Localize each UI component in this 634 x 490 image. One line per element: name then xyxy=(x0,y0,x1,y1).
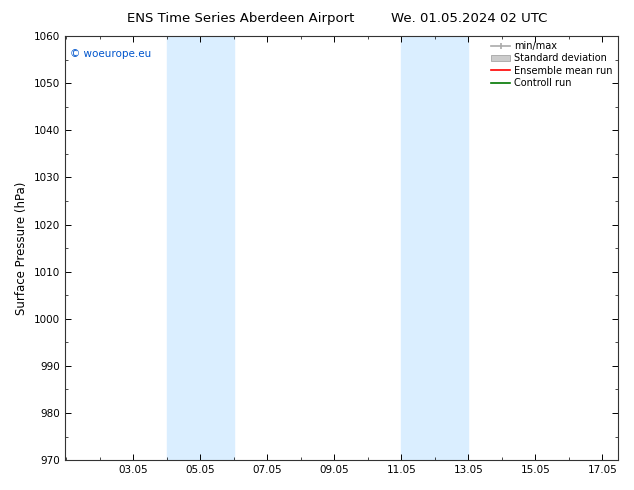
Text: © woeurope.eu: © woeurope.eu xyxy=(70,49,152,59)
Text: We. 01.05.2024 02 UTC: We. 01.05.2024 02 UTC xyxy=(391,12,547,25)
Bar xyxy=(401,36,469,460)
Legend: min/max, Standard deviation, Ensemble mean run, Controll run: min/max, Standard deviation, Ensemble me… xyxy=(489,39,614,90)
Y-axis label: Surface Pressure (hPa): Surface Pressure (hPa) xyxy=(15,181,28,315)
Text: ENS Time Series Aberdeen Airport: ENS Time Series Aberdeen Airport xyxy=(127,12,354,25)
Bar xyxy=(167,36,234,460)
